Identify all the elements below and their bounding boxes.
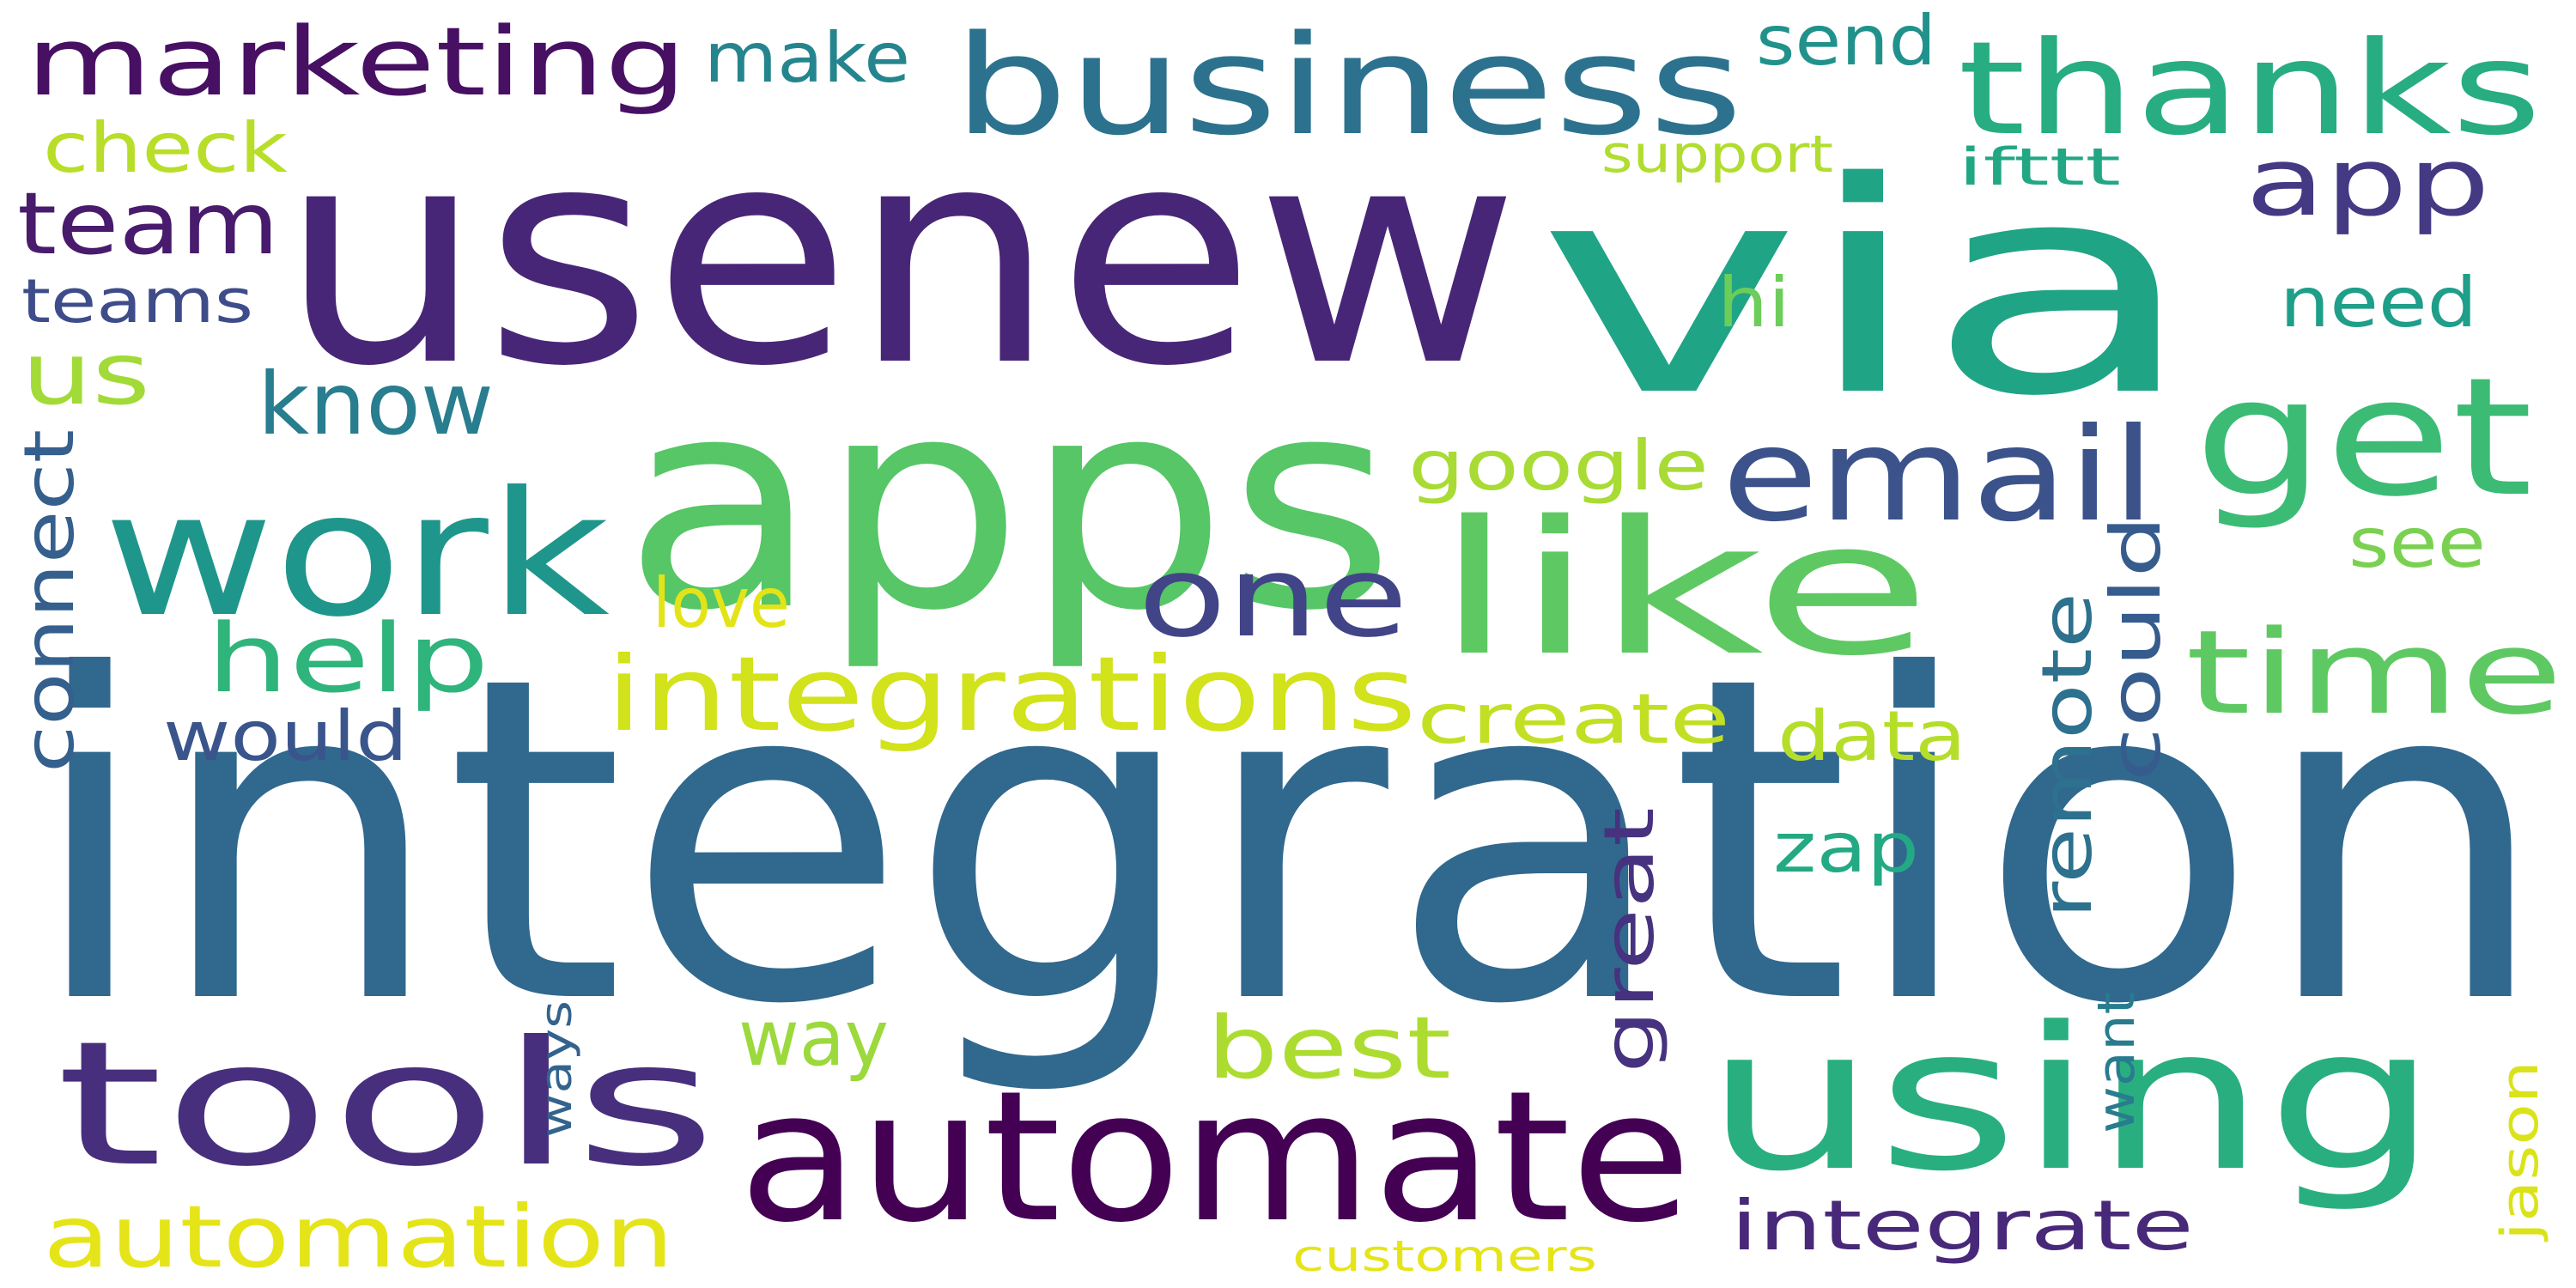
word-thanks: thanks bbox=[1958, 15, 2542, 164]
word-connect: connect bbox=[9, 429, 89, 773]
word-integrations: integrations bbox=[605, 635, 1417, 755]
word-teams: teams bbox=[21, 266, 253, 337]
word-could: could bbox=[2096, 515, 2176, 781]
word-integrate: integrate bbox=[1730, 1186, 2194, 1266]
word-great: great bbox=[1589, 807, 1669, 1073]
word-integration: integration bbox=[26, 581, 2550, 1102]
word-love: love bbox=[653, 563, 790, 643]
word-app: app bbox=[2245, 127, 2490, 237]
word-best: best bbox=[1206, 998, 1451, 1098]
word-get: get bbox=[2194, 343, 2533, 532]
word-business: business bbox=[953, 5, 1743, 166]
word-hi: hi bbox=[1717, 263, 1790, 343]
word-usenew: usenew bbox=[279, 82, 1520, 432]
word-ways: ways bbox=[532, 1000, 581, 1138]
word-email: email bbox=[1722, 401, 2155, 550]
word-automation: automation bbox=[43, 1187, 674, 1287]
word-marketing: marketing bbox=[26, 7, 687, 117]
word-know: know bbox=[258, 354, 494, 454]
word-time: time bbox=[2185, 605, 2563, 740]
word-check: check bbox=[43, 108, 289, 188]
word-us: us bbox=[21, 324, 150, 424]
word-google: google bbox=[1408, 426, 1709, 506]
word-using: using bbox=[1704, 986, 2439, 1215]
word-customers: customers bbox=[1292, 1231, 1597, 1281]
word-like: like bbox=[1434, 481, 1932, 696]
word-data: data bbox=[1777, 696, 1966, 776]
word-send: send bbox=[1756, 1, 1936, 81]
word-jason: jason bbox=[2490, 1060, 2550, 1243]
word-create: create bbox=[1417, 679, 1730, 759]
word-see: see bbox=[2348, 503, 2486, 583]
word-make: make bbox=[704, 18, 910, 98]
word-via: via bbox=[1537, 120, 2198, 460]
word-zap: zap bbox=[1773, 808, 1919, 888]
word-work: work bbox=[103, 455, 610, 655]
word-team: team bbox=[17, 173, 279, 274]
word-ifttt: ifttt bbox=[1958, 137, 2121, 197]
word-apps: apps bbox=[623, 335, 1395, 675]
word-automate: automate bbox=[738, 1052, 1692, 1262]
word-tools: tools bbox=[56, 1005, 717, 1205]
word-would: would bbox=[163, 696, 408, 776]
word-way: way bbox=[738, 993, 889, 1084]
word-want: want bbox=[2087, 992, 2147, 1133]
word-support: support bbox=[1601, 125, 1833, 185]
word-remote: remote bbox=[2027, 592, 2107, 919]
word-help: help bbox=[206, 604, 489, 714]
word-need: need bbox=[2280, 263, 2477, 343]
word-one: one bbox=[1138, 532, 1408, 662]
